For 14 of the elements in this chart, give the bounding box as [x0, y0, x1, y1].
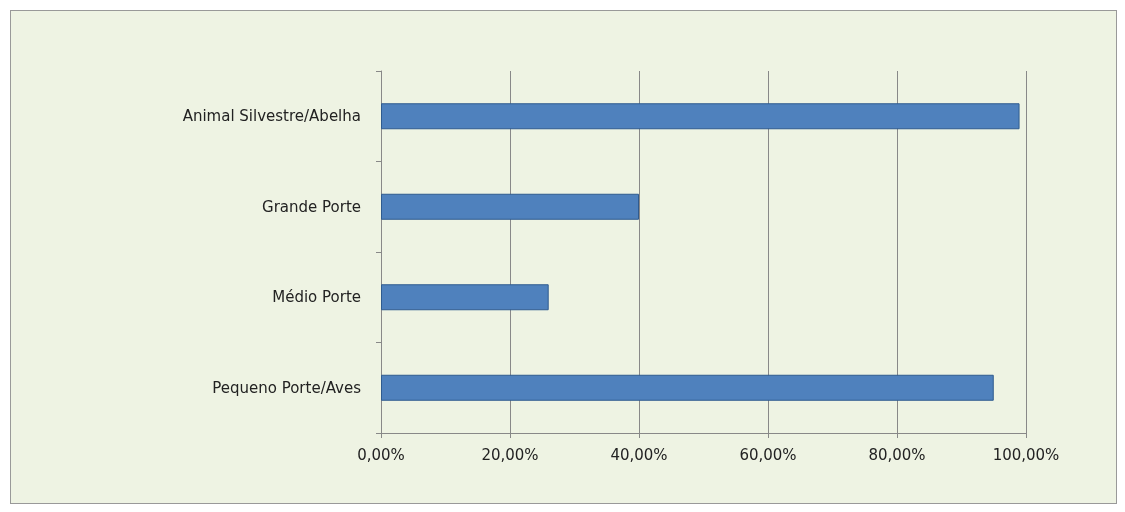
y-tick-label: Médio Porte: [272, 288, 361, 307]
y-tick-label: Grande Porte: [262, 197, 361, 216]
bar: [381, 374, 994, 401]
x-tick-label: 100,00%: [992, 445, 1060, 464]
x-tick-label: 40,00%: [610, 445, 668, 464]
x-tick-label: 0,00%: [357, 445, 405, 464]
x-tick-label: 60,00%: [739, 445, 797, 464]
x-tick-label: 20,00%: [481, 445, 539, 464]
bar: [381, 284, 549, 311]
bar: [381, 193, 639, 220]
y-tick-label: Animal Silvestre/Abelha: [182, 107, 361, 126]
x-tick-label: 80,00%: [868, 445, 926, 464]
y-tick-label: Pequeno Porte/Aves: [212, 378, 362, 397]
bar: [381, 103, 1020, 130]
